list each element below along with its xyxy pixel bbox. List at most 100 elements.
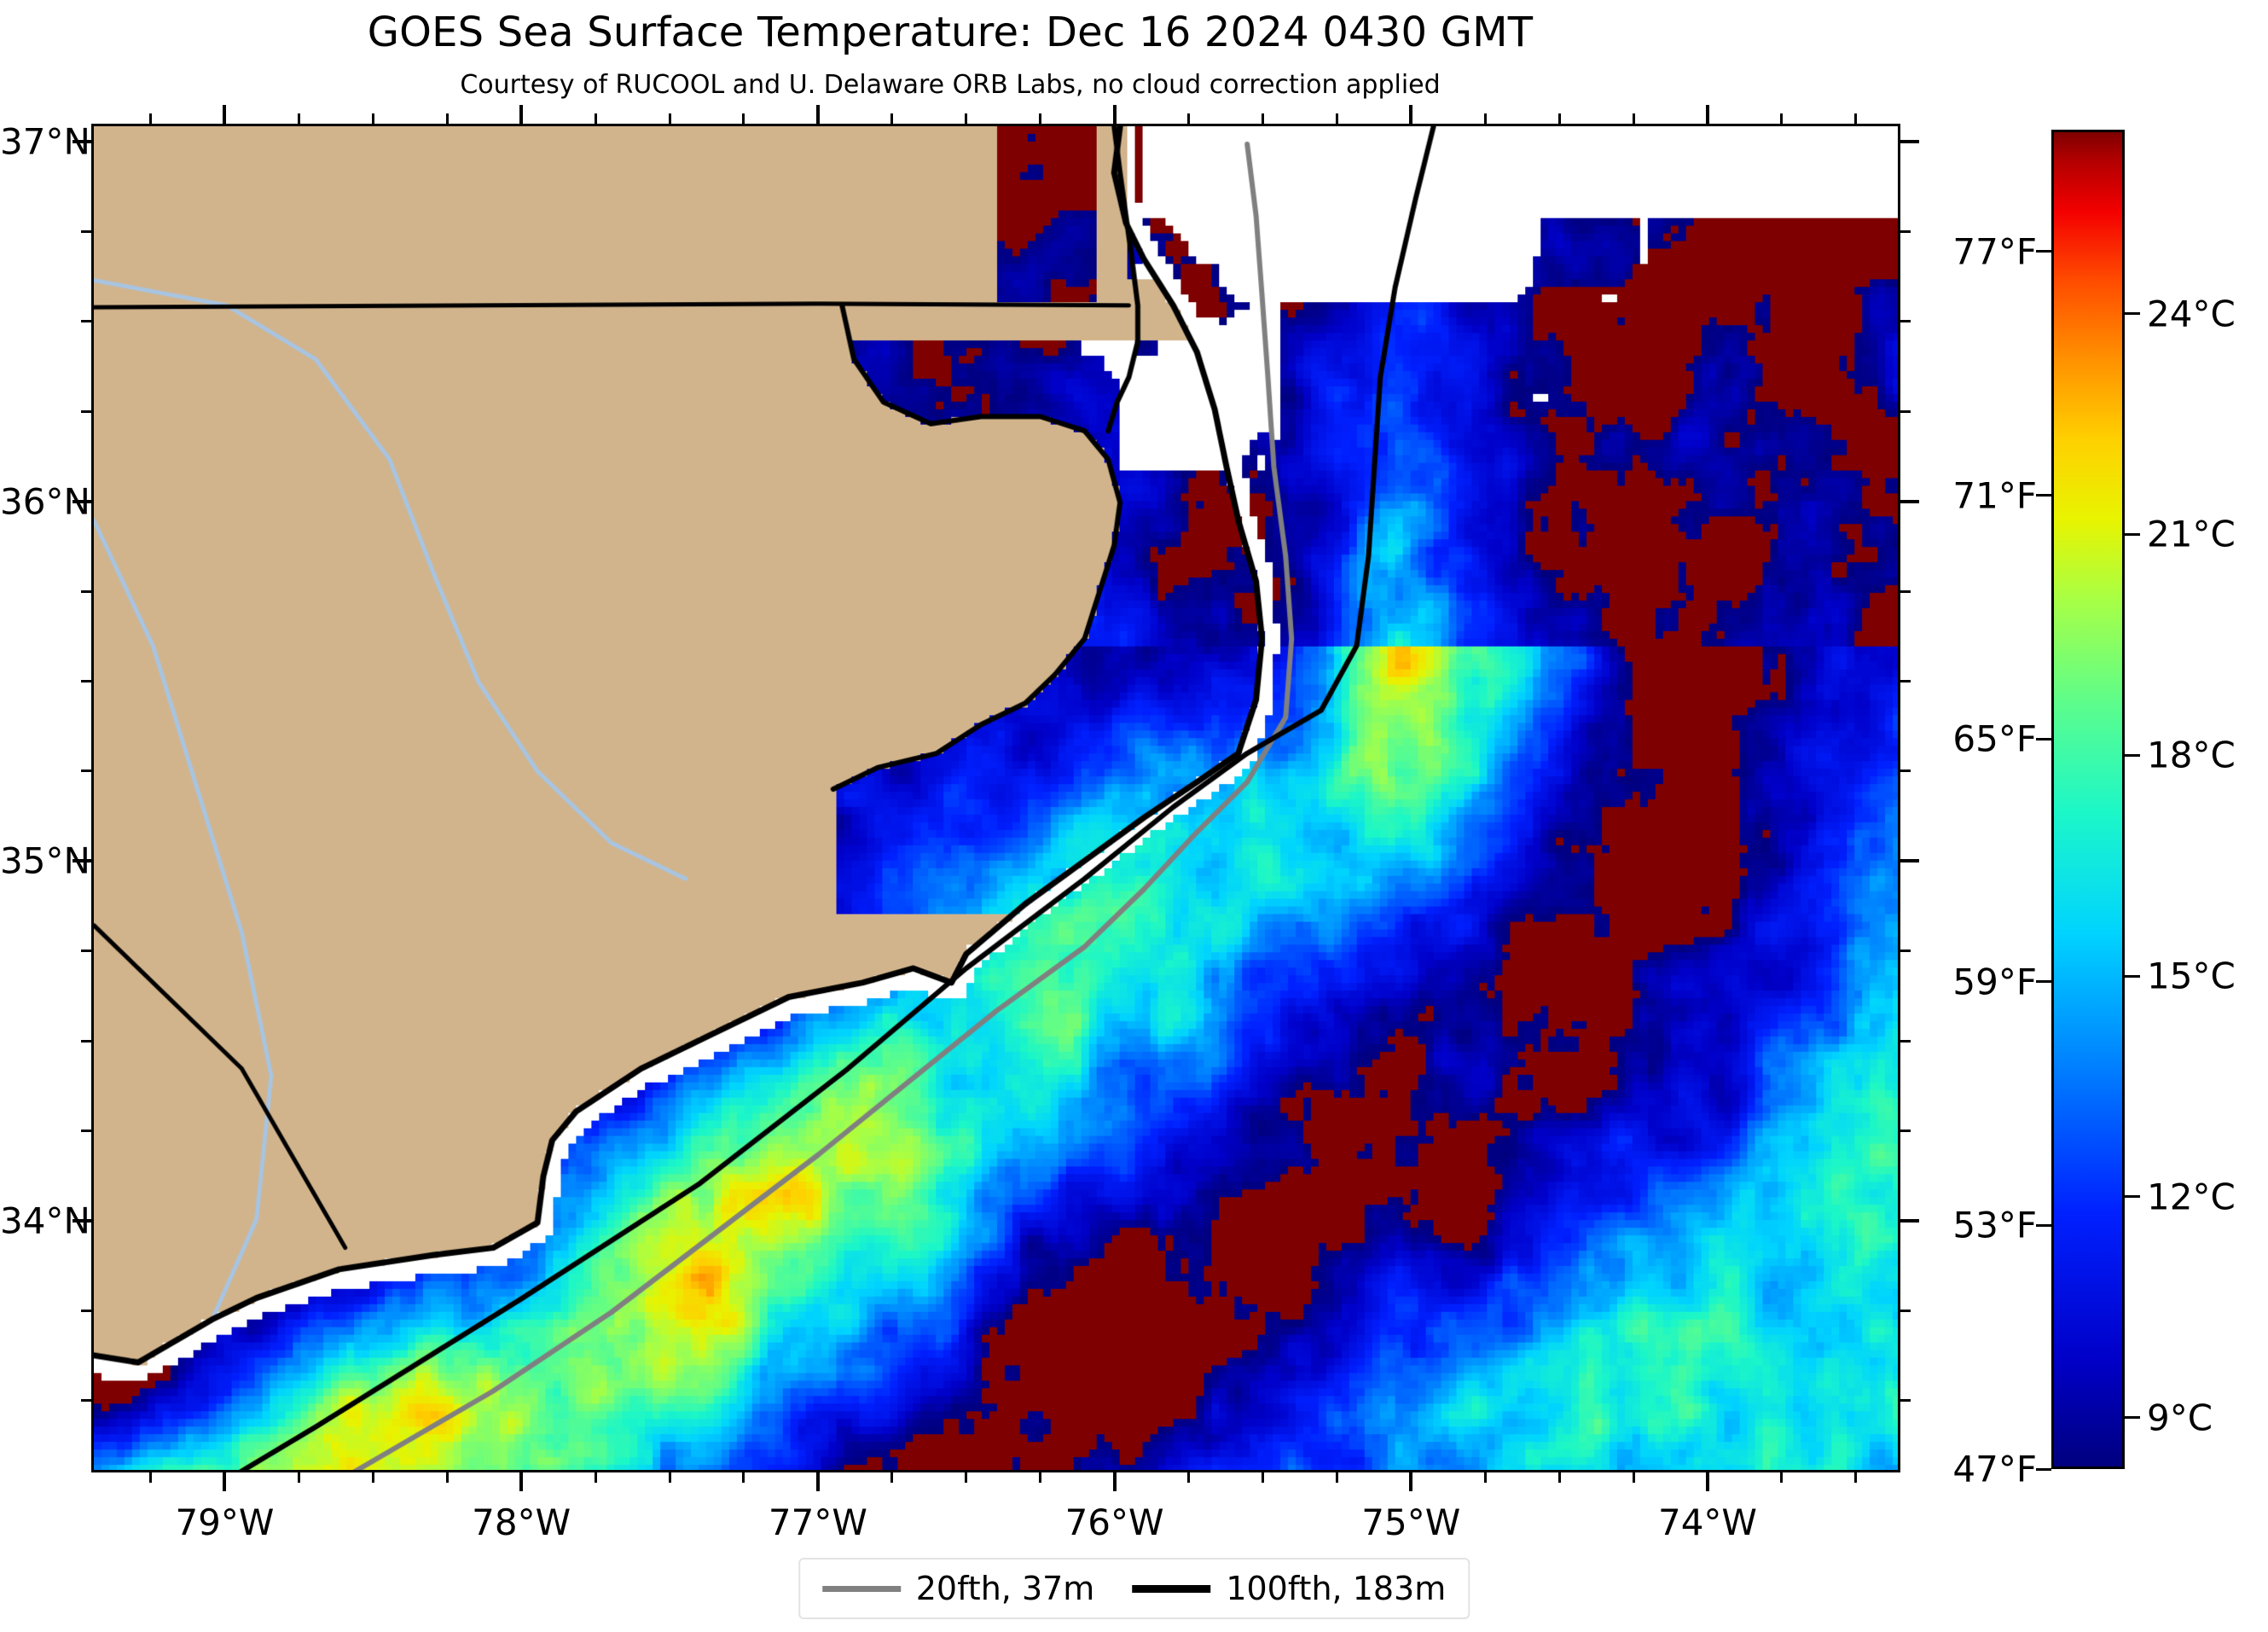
y-tick-minor-right [1900,950,1911,953]
y-axis-label: 37°N [0,120,90,163]
x-tick-minor [1780,1472,1784,1483]
x-tick-minor [965,1472,968,1483]
x-tick-minor [1854,1472,1858,1483]
y-tick-major [73,859,91,863]
y-tick-minor [81,589,91,593]
y-tick-minor-right [1900,1399,1911,1403]
x-tick-minor [149,1472,153,1483]
y-tick-minor [81,770,91,773]
x-axis-label: 75°W [1361,1501,1461,1543]
y-axis-label: 34°N [0,1199,90,1242]
x-tick-minor-top [1557,113,1561,124]
colorbar-label-f: 65°F [1952,717,2037,760]
colorbar-tick-c [2125,532,2140,536]
x-tick-minor-top [1483,113,1487,124]
colorbar-tick-c [2125,1416,2140,1420]
colorbar-label-f: 77°F [1952,230,2037,273]
colorbar-tick-f [2036,737,2051,740]
x-axis-label: 78°W [472,1501,571,1543]
y-tick-minor-right [1900,320,1911,323]
x-tick-minor-top [1335,113,1338,124]
y-tick-major [73,140,91,144]
y-tick-major [73,499,91,503]
x-tick-minor [297,1472,300,1483]
colorbar-tick-c [2125,974,2140,978]
y-tick-minor [81,229,91,233]
x-tick-major-top [1705,105,1709,124]
colorbar-tick-c [2125,753,2140,757]
x-axis-label: 76°W [1064,1501,1164,1543]
depth-contour-legend: 20fth, 37m 100fth, 183m [798,1558,1470,1619]
y-tick-minor [81,320,91,323]
x-tick-minor-top [1780,113,1784,124]
x-tick-major [223,1472,227,1491]
x-tick-major-top [223,105,227,124]
y-tick-minor [81,1309,91,1312]
y-axis-label: 36°N [0,480,90,523]
colorbar-tick-f [2036,980,2051,984]
x-tick-minor [445,1472,449,1483]
colorbar-label-f: 71°F [1952,474,2037,517]
y-tick-minor-right [1900,679,1911,682]
x-tick-major-top [1112,105,1117,124]
colorbar-tick-f [2036,1223,2051,1227]
legend-swatch-100fth [1132,1584,1211,1593]
colorbar-tick-c [2125,312,2140,316]
x-tick-major-top [815,105,820,124]
colorbar-tick-f [2036,1467,2051,1471]
y-tick-minor [81,679,91,682]
y-tick-minor [81,1039,91,1043]
x-tick-major [1409,1472,1413,1491]
colorbar-label-c: 9°C [2147,1397,2213,1439]
x-tick-minor-top [371,113,374,124]
y-tick-minor-right [1900,409,1911,413]
y-tick-minor-right [1900,229,1911,233]
x-tick-minor-top [668,113,671,124]
colorbar[interactable] [2051,130,2125,1469]
x-tick-minor-top [890,113,894,124]
x-tick-minor [742,1472,745,1483]
x-tick-minor [1335,1472,1338,1483]
x-tick-minor-top [594,113,597,124]
x-tick-minor-top [1632,113,1635,124]
y-tick-major-right [1900,1218,1919,1223]
x-tick-minor-top [1039,113,1042,124]
colorbar-gradient [2051,130,2125,1469]
y-tick-minor-right [1900,1309,1911,1312]
legend-item-20fth: 20fth, 37m [821,1570,1094,1607]
y-tick-minor-right [1900,1039,1911,1043]
colorbar-label-c: 24°C [2147,293,2236,335]
x-axis-label: 74°W [1657,1501,1757,1543]
colorbar-tick-f [2036,494,2051,497]
x-tick-major [1112,1472,1117,1491]
page-title: GOES Sea Surface Temperature: Dec 16 202… [367,9,1534,56]
y-tick-minor-right [1900,589,1911,593]
x-tick-minor [594,1472,597,1483]
colorbar-label-c: 18°C [2147,734,2236,776]
x-tick-minor [1632,1472,1635,1483]
colorbar-label-c: 15°C [2147,955,2236,997]
y-tick-minor [81,1129,91,1132]
x-tick-minor [1039,1472,1042,1483]
sst-map[interactable] [91,124,1900,1472]
y-tick-major-right [1900,140,1919,144]
x-tick-minor [1187,1472,1190,1483]
x-tick-minor-top [1187,113,1190,124]
legend-swatch-20fth [821,1585,901,1592]
x-axis-label: 77°W [768,1501,867,1543]
x-tick-major [815,1472,820,1491]
page-subtitle: Courtesy of RUCOOL and U. Delaware ORB L… [460,70,1441,100]
y-tick-minor [81,950,91,953]
x-tick-minor-top [297,113,300,124]
x-tick-minor-top [1261,113,1264,124]
x-tick-minor-top [1854,113,1858,124]
x-tick-minor [890,1472,894,1483]
sst-heatmap-canvas [94,126,1898,1470]
x-tick-major-top [1409,105,1413,124]
x-tick-minor-top [742,113,745,124]
x-tick-minor-top [965,113,968,124]
x-tick-minor [371,1472,374,1483]
colorbar-label-f: 53°F [1952,1204,2037,1246]
y-tick-minor-right [1900,770,1911,773]
x-tick-minor [1483,1472,1487,1483]
